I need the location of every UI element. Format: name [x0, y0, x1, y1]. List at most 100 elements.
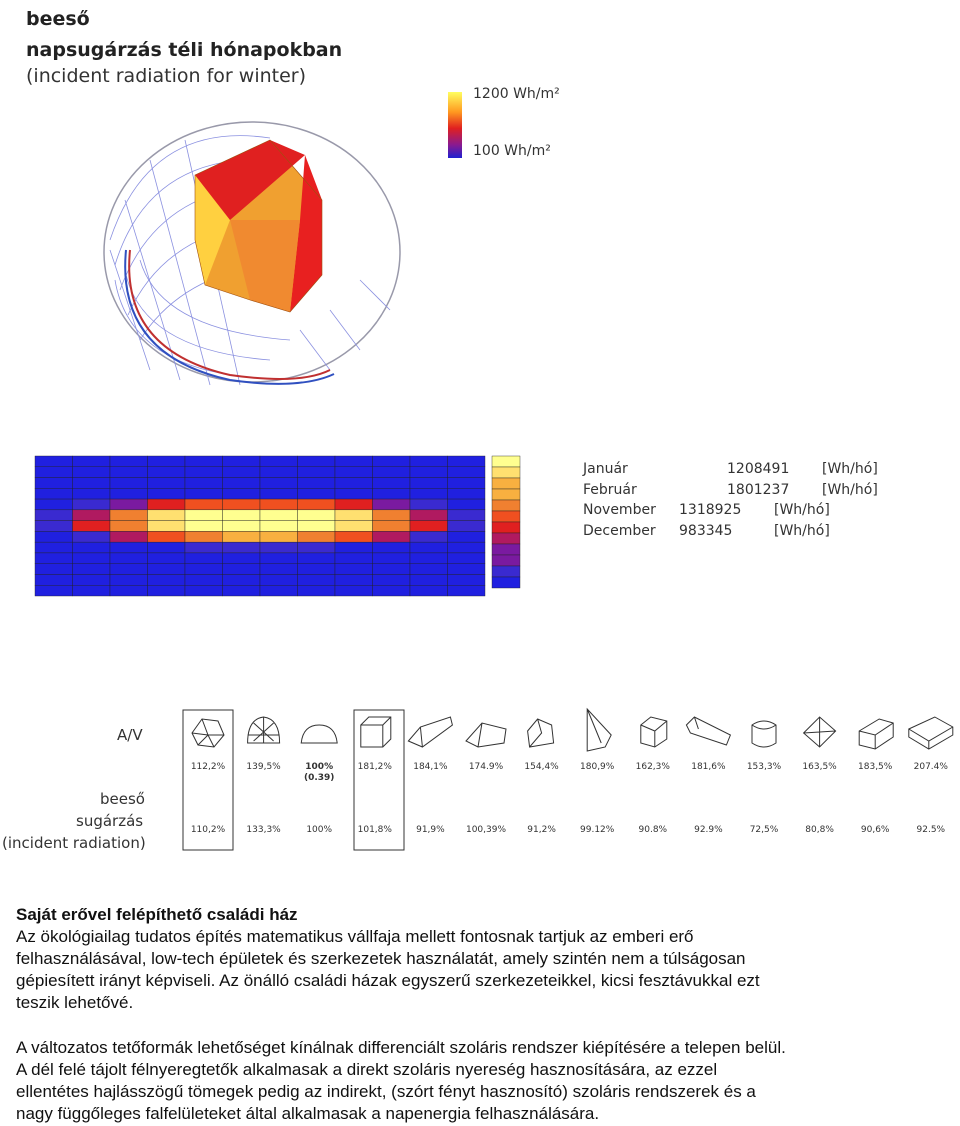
cell [334, 455, 373, 467]
cell [372, 455, 411, 467]
cell [109, 585, 148, 597]
radiation-value: 110,2% [190, 825, 226, 835]
cell [334, 563, 373, 575]
cell [34, 466, 73, 478]
radiation-label: (incident radiation) [2, 834, 146, 852]
cell [109, 466, 148, 478]
cell [109, 477, 148, 489]
av-label: A/V [117, 726, 143, 744]
cell [259, 466, 298, 478]
cell [259, 574, 298, 586]
scale-swatch [491, 532, 521, 545]
cell [147, 520, 186, 532]
cell [34, 520, 73, 532]
cell [297, 498, 336, 511]
shape-icon [407, 716, 453, 748]
cell [372, 509, 411, 521]
cell [447, 585, 486, 597]
cell [109, 552, 148, 564]
radiation-value: 133,3% [246, 825, 281, 835]
cell [259, 509, 298, 521]
radiation-value: 100,39% [465, 825, 507, 835]
scale-swatch [491, 499, 521, 512]
cell [72, 466, 111, 478]
cell [372, 520, 411, 532]
cell [184, 563, 223, 575]
radiation-value: 90,6% [860, 825, 890, 835]
paragraph-line: A változatos tetőformák lehetőséget kíná… [16, 1038, 786, 1057]
cell [334, 531, 373, 543]
cell [297, 520, 336, 532]
cell [34, 541, 73, 554]
radiation-value: 91,2% [527, 825, 556, 835]
cell [147, 531, 186, 543]
cell [334, 541, 373, 554]
cell [409, 455, 448, 467]
cell [222, 585, 261, 597]
cell [447, 520, 486, 532]
cell [259, 585, 298, 597]
scale-swatch [491, 510, 521, 523]
cell [372, 574, 411, 586]
cell [447, 509, 486, 521]
cell [184, 466, 223, 478]
shape-icon [751, 720, 777, 748]
cell [447, 498, 486, 511]
cell [222, 574, 261, 586]
radiation-value: 72,5% [749, 825, 779, 835]
cell [34, 531, 73, 543]
cell [297, 455, 336, 467]
cell [222, 498, 261, 511]
cell [259, 498, 298, 511]
cell [34, 585, 73, 597]
cell [184, 574, 223, 586]
radiation-label: sugárzás [76, 812, 144, 830]
cell [259, 531, 298, 543]
cell [297, 477, 336, 489]
heading: Saját erővel felépíthető családi ház [16, 905, 298, 924]
cell [34, 498, 73, 511]
cell [297, 531, 336, 543]
cell [222, 509, 261, 521]
cell [34, 574, 73, 586]
cell [109, 531, 148, 543]
cell [222, 552, 261, 564]
shape-icon [360, 716, 392, 748]
cell [372, 498, 411, 511]
heatmap [34, 455, 521, 597]
av-value: 100% [305, 762, 334, 772]
paragraph-line: felhasználásával, low-tech épületek és s… [16, 949, 746, 968]
radiation-value: 100% [306, 825, 333, 835]
cell [447, 455, 486, 467]
av-value: 162,3% [635, 762, 670, 772]
av-value: 207.4% [913, 762, 948, 772]
cell [409, 488, 448, 500]
paragraph-line: Az ökológiailag tudatos építés matematik… [16, 927, 694, 946]
radiation-value: 99.12% [580, 825, 615, 835]
cell [72, 585, 111, 597]
av-value: 181,6% [691, 762, 726, 772]
paragraph-line: A dél felé tájolt félnyeregtetők alkalma… [16, 1060, 718, 1079]
cell [147, 563, 186, 575]
cell [447, 488, 486, 500]
cell [222, 563, 261, 575]
cell [34, 552, 73, 564]
cell [409, 477, 448, 489]
cell [72, 531, 111, 543]
scale-swatch [491, 466, 521, 479]
cell [334, 552, 373, 564]
av-note: (0.39) [303, 773, 335, 783]
cell [34, 509, 73, 521]
cell [184, 585, 223, 597]
av-value: 183,5% [858, 762, 893, 772]
cell [409, 563, 448, 575]
cell [184, 552, 223, 564]
cell [334, 574, 373, 586]
radiation-value: 90.8% [638, 825, 668, 835]
cell [184, 509, 223, 521]
monthly-cell: [Wh/hó] [774, 502, 830, 518]
cell [447, 541, 486, 554]
cell [259, 563, 298, 575]
cell [372, 552, 411, 564]
cell [409, 552, 448, 564]
